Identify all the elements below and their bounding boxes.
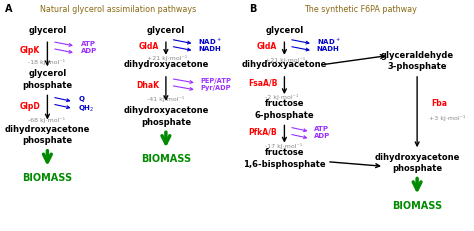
Text: -68 kJ·mol⁻¹: -68 kJ·mol⁻¹ [28,117,65,123]
Text: phosphate: phosphate [22,137,73,145]
Text: GldA: GldA [138,42,159,51]
Text: NADH: NADH [317,46,339,52]
Text: fructose: fructose [264,148,304,157]
Text: A: A [5,4,12,14]
Text: GlpK: GlpK [20,46,40,55]
Text: phosphate: phosphate [392,164,442,173]
Text: glycerol: glycerol [265,26,303,34]
Text: dihydroxyacetone: dihydroxyacetone [123,106,209,115]
Text: glycerol: glycerol [28,26,66,34]
Text: ADP: ADP [81,48,97,54]
Text: phosphate: phosphate [22,81,73,90]
Text: 6-phosphate: 6-phosphate [255,111,314,120]
Text: The synthetic F6PA pathway: The synthetic F6PA pathway [304,5,417,14]
Text: +21 kJ·mol⁻¹: +21 kJ·mol⁻¹ [147,55,187,61]
Text: FsaA/B: FsaA/B [248,79,277,88]
Text: Pyr/ADP: Pyr/ADP [200,85,230,91]
Text: glycerol: glycerol [147,26,185,34]
Text: NADH: NADH [198,46,221,52]
Text: NAD$^+$: NAD$^+$ [198,36,222,47]
Text: BIOMASS: BIOMASS [141,154,191,164]
Text: Fba: Fba [431,100,447,108]
Text: B: B [249,4,256,14]
Text: ATP: ATP [314,126,329,132]
Text: dihydroxyacetone: dihydroxyacetone [374,153,460,161]
Text: +3 kJ·mol⁻¹: +3 kJ·mol⁻¹ [429,115,465,121]
Text: 3-phosphate: 3-phosphate [387,63,447,71]
Text: PfkA/B: PfkA/B [249,127,277,136]
Text: BIOMASS: BIOMASS [22,173,73,183]
Text: NAD$^+$: NAD$^+$ [317,36,340,47]
Text: ADP: ADP [314,133,330,139]
Text: -18 kJ·mol⁻¹: -18 kJ·mol⁻¹ [28,59,65,65]
Text: phosphate: phosphate [141,118,191,127]
Text: -17 kJ·mol⁻¹: -17 kJ·mol⁻¹ [265,143,303,149]
Text: BIOMASS: BIOMASS [392,201,442,211]
Text: Q: Q [78,96,84,102]
Text: QH$_2$: QH$_2$ [78,103,95,114]
Text: DhaK: DhaK [136,81,159,90]
Text: -41 kJ·mol⁻¹: -41 kJ·mol⁻¹ [147,96,184,102]
Text: ATP: ATP [81,41,96,47]
Text: PEP/ATP: PEP/ATP [200,78,231,84]
Text: 1,6-bisphosphate: 1,6-bisphosphate [243,160,326,168]
Text: fructose: fructose [264,100,304,108]
Text: +21 kJ·mol⁻¹: +21 kJ·mol⁻¹ [265,57,306,63]
Text: -2 kJ·mol⁻¹: -2 kJ·mol⁻¹ [265,94,299,100]
Text: glycerol: glycerol [28,70,66,78]
Text: glyceraldehyde: glyceraldehyde [381,51,454,60]
Text: GlpD: GlpD [19,102,40,111]
Text: dihydroxyacetone: dihydroxyacetone [242,60,327,69]
Text: dihydroxyacetone: dihydroxyacetone [5,125,90,134]
Text: Natural glycerol assimilation pathways: Natural glycerol assimilation pathways [40,5,197,14]
Text: dihydroxyacetone: dihydroxyacetone [123,60,209,69]
Text: GldA: GldA [257,42,277,51]
